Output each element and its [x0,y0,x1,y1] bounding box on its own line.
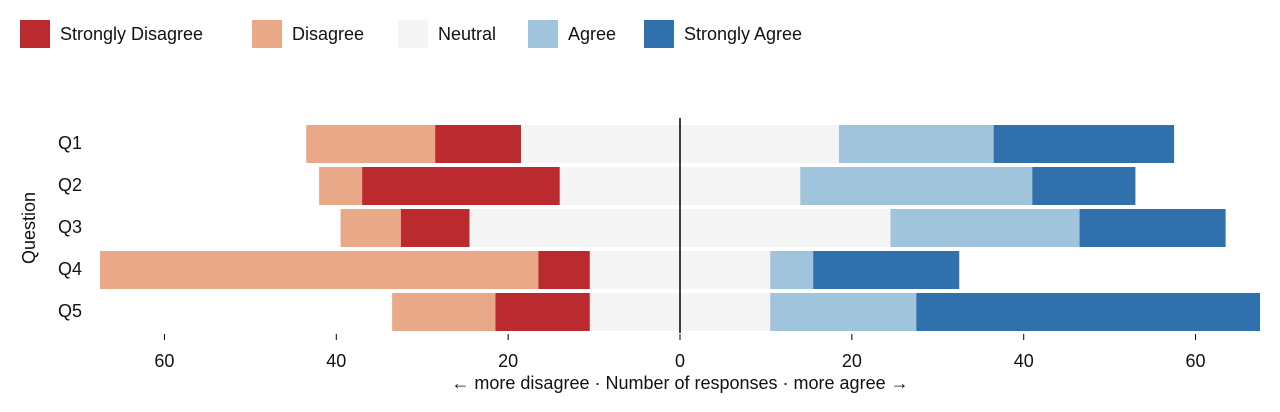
x-tick-label: 40 [1014,351,1034,371]
bar-segment [770,251,814,289]
legend-label: Neutral [438,24,496,44]
y-tick-label: Q3 [58,217,82,237]
y-tick-label: Q1 [58,133,82,153]
bar-segment [319,167,363,205]
bar-segment [890,209,1080,247]
bar-segment [100,251,539,289]
bar-segment [340,209,401,247]
legend-swatch [644,20,674,48]
bar-segment [495,293,590,331]
y-axis-title: Question [19,192,39,264]
y-tick-label: Q2 [58,175,82,195]
bar-segment [800,167,1033,205]
bar-segment [538,251,590,289]
legend-swatch [252,20,282,48]
bar-segment [1079,209,1226,247]
legend-label: Agree [568,24,616,44]
bar-segment [400,209,470,247]
x-axis-title: ← more disagree · Number of responses · … [451,373,908,393]
legend-swatch [398,20,428,48]
bar-segment [362,167,560,205]
bar-segment [916,293,1260,331]
legend-label: Strongly Disagree [60,24,203,44]
x-tick-label: 20 [842,351,862,371]
y-tick-label: Q5 [58,301,82,321]
x-tick-label: 40 [326,351,346,371]
x-tick-label: 60 [1186,351,1206,371]
bar-segment [770,293,917,331]
x-tick-label: 20 [498,351,518,371]
legend-label: Disagree [292,24,364,44]
bar-segment [1032,167,1136,205]
bar-segment [838,125,994,163]
x-tick-label: 60 [154,351,174,371]
y-tick-label: Q4 [58,259,82,279]
x-tick-label: 0 [675,351,685,371]
bar-segment [813,251,960,289]
bar-segment [435,125,522,163]
bar-segment [392,293,496,331]
legend-swatch [20,20,50,48]
bar-segment [306,125,436,163]
legend-label: Strongly Agree [684,24,802,44]
legend-swatch [528,20,558,48]
bar-segment [993,125,1175,163]
